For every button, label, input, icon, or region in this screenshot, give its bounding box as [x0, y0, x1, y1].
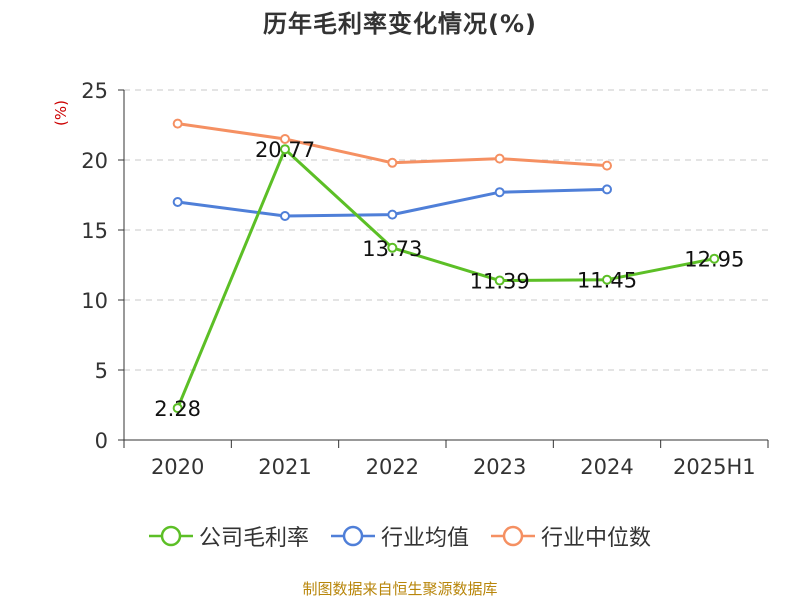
y-tick-label: 5: [95, 359, 108, 383]
chart-title: 历年毛利率变化情况(%): [263, 10, 537, 38]
legend-item[interactable]: 行业均值: [330, 520, 469, 552]
data-point: [387, 157, 398, 168]
data-point: [387, 209, 398, 220]
data-point: [494, 275, 505, 286]
legend-label: 公司毛利率: [198, 526, 309, 551]
series-line: [176, 147, 715, 409]
data-point: [602, 274, 612, 285]
legend-item[interactable]: 公司毛利率: [148, 520, 309, 552]
data-point: [387, 242, 398, 253]
legend-item[interactable]: 行业中位数: [491, 520, 651, 552]
y-tick-label: 10: [81, 289, 108, 313]
data-point: [494, 187, 505, 198]
x-tick-label: 2023: [473, 455, 526, 479]
legend-marker-icon: [330, 525, 375, 547]
x-tick-label: 2025H1: [673, 455, 756, 479]
data-point: [602, 160, 612, 171]
data-label: 20.77: [255, 138, 315, 162]
data-point: [280, 144, 290, 155]
y-tick-label: 20: [81, 149, 108, 173]
data-point: [494, 153, 505, 164]
x-tick-label: 2020: [151, 455, 204, 479]
x-tick-label: 2021: [258, 455, 311, 479]
data-label: 11.39: [470, 270, 530, 294]
data-label: 2.28: [154, 397, 201, 421]
legend-label: 行业均值: [380, 526, 469, 551]
x-tick-label: 2024: [580, 455, 633, 479]
y-tick-label: 15: [81, 219, 108, 243]
legend: 公司毛利率 行业均值 行业中位数: [0, 520, 800, 552]
legend-label: 行业中位数: [541, 526, 652, 551]
source-note: 制图数据来自恒生聚源数据库: [302, 580, 498, 598]
x-tick-label: 2022: [366, 455, 419, 479]
data-label: 11.45: [577, 269, 637, 293]
data-point: [280, 134, 290, 144]
y-tick-label: 0: [95, 429, 108, 453]
data-label: 13.73: [362, 237, 422, 261]
legend-marker-icon: [148, 525, 193, 547]
data-label: 12.95: [684, 248, 744, 272]
data-point: [709, 253, 720, 264]
legend-marker-icon: [491, 525, 535, 547]
y-tick-label: 25: [81, 79, 108, 103]
data-point: [172, 118, 183, 129]
data-point: [280, 211, 290, 221]
data-point: [602, 184, 612, 195]
data-point: [172, 403, 183, 414]
data-point: [172, 197, 183, 207]
